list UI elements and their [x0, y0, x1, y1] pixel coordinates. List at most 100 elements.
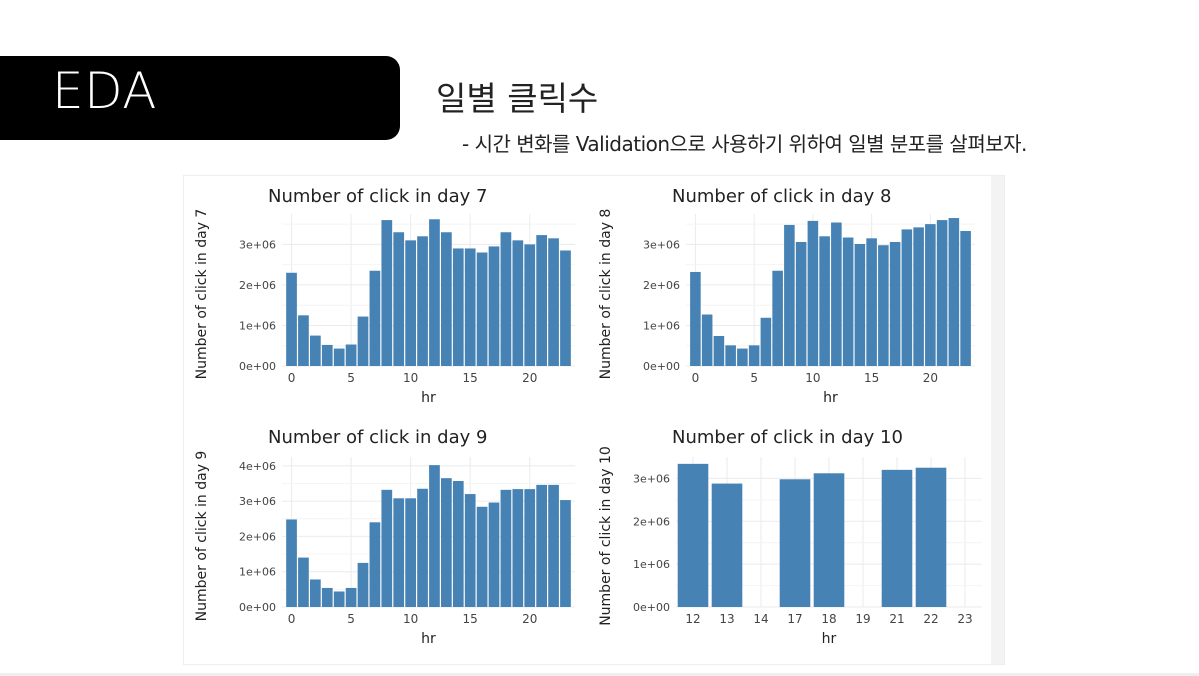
chart1-y-tick-label: 3e+06: [239, 238, 276, 251]
chart3-bar: [357, 562, 369, 607]
chart2-bar: [784, 224, 795, 366]
chart4-x-axis-label: hr: [822, 631, 837, 647]
chart1-bar: [333, 348, 345, 366]
chart4-x-tick-label: 22: [923, 612, 938, 626]
chart3-bar: [309, 579, 321, 607]
chart1-bar: [536, 235, 548, 366]
chart4-x-tick-label: 17: [787, 612, 802, 626]
chart3-y-tick-label: 1e+06: [239, 566, 276, 579]
chart3-bar: [441, 478, 452, 607]
chart3-bar: [393, 498, 405, 607]
chart3-bar: [298, 557, 309, 607]
chart4-x-tick-label: 18: [821, 612, 836, 626]
chart1-bar: [321, 344, 333, 366]
chart2-bar: [925, 224, 936, 366]
chart3-x-tick-label: 15: [463, 612, 478, 626]
section-badge-label: EDA: [52, 62, 157, 120]
chart3-bar: [488, 502, 500, 607]
chart1-bar: [476, 252, 488, 366]
chart3-x-tick-label: 5: [347, 612, 355, 626]
chart4-x-tick-label: 19: [855, 612, 870, 626]
chart2-bar: [807, 220, 819, 366]
chart3-y-axis-label: Number of click in day 9: [194, 451, 210, 622]
chart1-x-tick-label: 15: [463, 371, 478, 385]
slide-title: 일별 클릭수: [436, 79, 599, 118]
chart3-bar: [500, 489, 512, 607]
chart4-bar: [881, 469, 913, 607]
chart2-x-tick-label: 20: [923, 371, 938, 385]
chart2-bar: [842, 237, 854, 366]
chart3-bar: [548, 484, 559, 607]
chart1-bar: [524, 244, 536, 366]
chart2-bar: [901, 229, 913, 366]
chart3-bar: [476, 506, 488, 607]
chart2-bar: [690, 271, 701, 366]
chart1-bar: [429, 219, 440, 366]
chart2-x-tick-label: 5: [750, 371, 758, 385]
chart2-x-tick-label: 0: [692, 371, 700, 385]
chart2-bar: [948, 218, 960, 366]
chart3-bar: [417, 488, 428, 607]
chart4-bar: [779, 479, 811, 607]
chart2-bar: [737, 348, 748, 366]
chart1-x-tick-label: 20: [522, 371, 537, 385]
chart4-bar: [711, 483, 743, 607]
chart4-y-axis-label: Number of click in day 10: [598, 446, 614, 626]
chart4-x-tick-label: 21: [889, 612, 904, 626]
chart1-x-tick-label: 0: [288, 371, 296, 385]
chart3-bar: [452, 481, 464, 607]
chart3-bar: [333, 591, 345, 607]
chart3-bar: [345, 587, 357, 607]
chart2-bar: [819, 236, 830, 366]
chart3-bar: [381, 489, 393, 607]
chart1-bar: [405, 240, 416, 366]
chart1-bar: [345, 344, 357, 366]
chart3-bar: [429, 465, 440, 607]
chart3-bar: [369, 522, 381, 607]
chart2-bar: [854, 243, 866, 366]
chart3-title: Number of click in day 9: [268, 427, 487, 448]
chart4-bar: [677, 463, 709, 607]
chart1-bar: [512, 240, 524, 366]
chart1-bar: [488, 246, 500, 366]
chart1-y-tick-label: 0e+00: [239, 360, 276, 373]
chart2-bar: [878, 245, 889, 366]
chart1-bar: [548, 238, 559, 366]
chart1-bar: [560, 250, 571, 366]
chart2-bar: [748, 345, 760, 366]
chart2-y-axis-label: Number of click in day 8: [598, 209, 614, 380]
chart1-y-tick-label: 2e+06: [239, 279, 276, 292]
chart1-bar: [298, 315, 309, 366]
chart2-bar: [701, 314, 713, 366]
chart2-bar: [889, 241, 901, 366]
chart1-bar: [417, 236, 428, 366]
chart1-bar: [441, 232, 452, 366]
chart2-bar: [795, 241, 807, 366]
chart3-bar: [560, 500, 571, 607]
chart2-bar: [936, 220, 948, 366]
chart3-x-axis-label: hr: [421, 631, 436, 647]
chart1-bar: [464, 248, 476, 366]
chart2-bar: [960, 231, 971, 366]
chart2-bar: [831, 222, 842, 366]
chart1-bar: [369, 270, 381, 366]
chart4-x-tick-label: 12: [685, 612, 700, 626]
chart3-y-tick-label: 2e+06: [239, 530, 276, 543]
chart4-y-tick-label: 3e+06: [633, 472, 670, 485]
chart4-y-tick-label: 2e+06: [633, 515, 670, 528]
chart3-bar: [286, 519, 297, 607]
chart3-bar: [464, 494, 476, 607]
chart4-bar: [813, 473, 845, 607]
chart1-bar: [452, 248, 464, 366]
chart2-y-tick-label: 3e+06: [643, 238, 680, 251]
chart3-x-tick-label: 10: [403, 612, 418, 626]
chart2-bar: [866, 238, 877, 366]
footer-divider: [0, 673, 1199, 676]
chart3-y-tick-label: 4e+06: [239, 460, 276, 473]
chart2-title: Number of click in day 8: [672, 186, 891, 207]
chart2-bar: [760, 317, 772, 366]
chart4-x-tick-label: 13: [719, 612, 734, 626]
chart1-bar: [286, 272, 297, 366]
chart3-y-tick-label: 0e+00: [239, 601, 276, 614]
chart1-bar: [357, 316, 369, 366]
